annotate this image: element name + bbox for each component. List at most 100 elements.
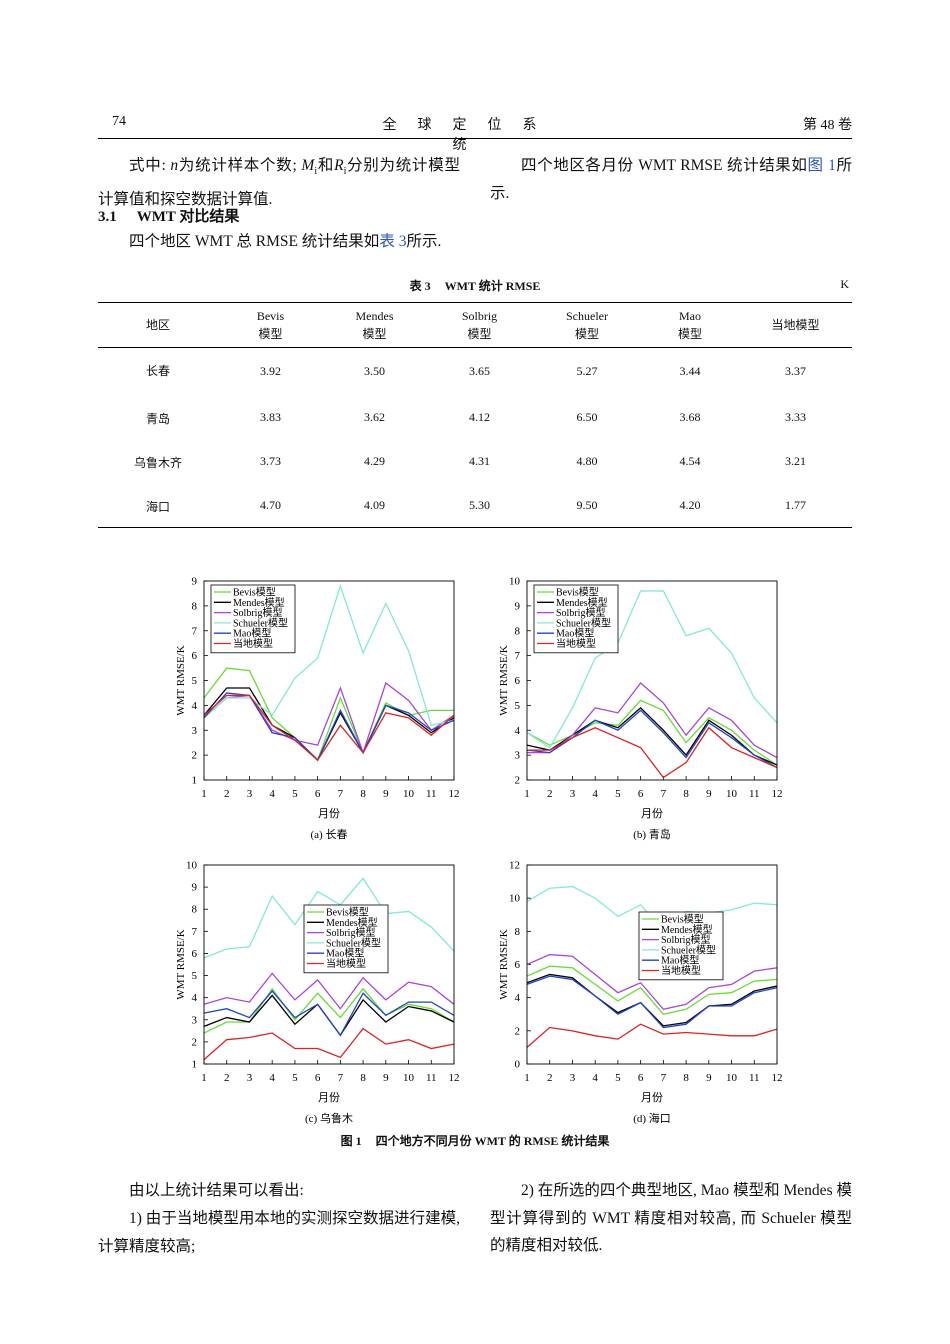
table-cell: 3.68 — [679, 410, 701, 424]
y-tick-label: 3 — [192, 1014, 198, 1026]
y-tick-label: 1 — [192, 1059, 198, 1071]
y-tick-label: 4 — [192, 992, 198, 1004]
y-tick-label: 12 — [509, 860, 520, 872]
y-tick-label: 7 — [515, 650, 521, 662]
x-tick-label: 7 — [661, 788, 667, 800]
series-line — [203, 990, 455, 1037]
legend-label: Bevis模型 — [556, 586, 599, 599]
table-cell: 4.09 — [364, 497, 385, 512]
y-tick-label: 10 — [509, 576, 521, 588]
table-cell: 4.80 — [576, 454, 598, 468]
x-tick-label: 9 — [383, 1072, 389, 1084]
x-tick-label: 4 — [592, 788, 598, 800]
figure-caption: 图 1 四个地方不同月份 WMT 的 RMSE 统计结果 — [98, 1132, 852, 1149]
table-row: 青岛 3.83 3.62 4.12 6.50 3.68 3.33 — [98, 396, 852, 440]
x-tick-label: 8 — [360, 788, 366, 800]
x-tick-label: 2 — [224, 1072, 230, 1084]
y-tick-label: 3 — [192, 725, 198, 737]
y-tick-label: 9 — [192, 576, 198, 588]
series-line — [203, 1027, 455, 1061]
table-cell: 5.27 — [576, 364, 598, 379]
paragraph: 2) 在所选的四个典型地区, Mao 模型和 Mendes 模型计算得到的 WM… — [490, 1182, 852, 1254]
y-tick-label: 6 — [515, 675, 521, 687]
table-cell: 海口 — [145, 499, 170, 514]
subscript: i — [314, 166, 318, 178]
figure-title: 四个地方不同月份 WMT 的 RMSE 统计结果 — [375, 1134, 610, 1148]
legend-label: Solbrig模型 — [556, 606, 605, 619]
series-line — [526, 965, 778, 1015]
table-link[interactable]: 表 3 — [379, 233, 407, 250]
x-tick-label: 6 — [315, 788, 321, 800]
legend-label: Mao模型 — [326, 947, 364, 960]
legend-label: Mao模型 — [556, 627, 594, 640]
x-tick-label: 6 — [315, 1072, 321, 1084]
series-line — [526, 953, 778, 1010]
plot-frame — [526, 580, 778, 781]
table-cell: 4.31 — [469, 454, 490, 468]
text: 所示. — [490, 157, 852, 202]
x-tick-label: 12 — [449, 1072, 460, 1084]
figure-label: 图 1 — [340, 1134, 362, 1148]
plot-frame — [203, 864, 455, 1065]
x-tick-label: 4 — [269, 788, 275, 800]
legend-label: Mao模型 — [661, 954, 699, 967]
header-text: Schueler — [566, 309, 608, 323]
y-tick-label: 9 — [515, 600, 521, 612]
figure-link[interactable]: 图 1 — [807, 157, 836, 174]
text: 式中: — [129, 157, 171, 174]
header-cell: 地区 — [98, 303, 218, 348]
header-text: Mao — [679, 309, 701, 323]
x-tick-label: 1 — [524, 788, 530, 800]
header-text: 当地模型 — [771, 318, 820, 332]
y-tick-label: 7 — [192, 625, 198, 637]
x-tick-label: 7 — [338, 788, 344, 800]
header-text: 模型 — [677, 327, 702, 341]
text: 和 — [317, 157, 335, 174]
table-cell: 3.62 — [364, 410, 385, 424]
table-cell: 9.50 — [576, 497, 598, 512]
x-tick-label: 6 — [638, 1072, 644, 1084]
table-cell: 3.21 — [785, 454, 806, 468]
paragraph: 四个地区 WMT 总 RMSE 统计结果如表 3所示. — [98, 228, 460, 256]
paragraph: 式中: n为统计样本个数; Mi和Ri分别为统计模型计算值和探空数据计算值. — [98, 152, 460, 213]
header-cell: Mendes 模型 — [323, 303, 426, 348]
y-tick-label: 4 — [515, 725, 521, 737]
table-cell: 青岛 — [145, 411, 170, 426]
x-tick-label: 3 — [570, 788, 576, 800]
page-number: 74 — [112, 114, 126, 129]
header-text: 模型 — [258, 327, 283, 341]
x-tick-label: 10 — [726, 788, 738, 800]
legend-label: 当地模型 — [326, 957, 366, 970]
table-cell: 乌鲁木齐 — [133, 455, 182, 470]
legend-label: Mendes模型 — [661, 923, 713, 936]
legend-label: Bevis模型 — [233, 586, 276, 599]
series-line — [526, 699, 778, 766]
legend-label: Mendes模型 — [233, 596, 285, 609]
table-row: 海口 4.70 4.09 5.30 9.50 4.20 1.77 — [98, 484, 852, 528]
x-tick-label: 10 — [726, 1072, 738, 1084]
x-tick-label: 11 — [426, 788, 437, 800]
table-caption: 表 3 WMT 统计 RMSE — [98, 277, 852, 294]
table-unit: K — [840, 277, 849, 291]
chart-caption: (c) 乌鲁木 — [305, 1111, 353, 1125]
legend-label: Bevis模型 — [661, 913, 704, 926]
x-tick-label: 9 — [706, 788, 712, 800]
header-cell: Solbrig 模型 — [426, 303, 533, 348]
header-text: Mendes — [355, 309, 394, 323]
table-row: 乌鲁木齐 3.73 4.29 4.31 4.80 4.54 3.21 — [98, 440, 852, 484]
legend-label: 当地模型 — [556, 637, 596, 650]
table-cell: 4.29 — [364, 454, 385, 468]
y-tick-label: 4 — [192, 700, 198, 712]
legend-label: Solbrig模型 — [661, 933, 710, 946]
y-tick-label: 5 — [192, 675, 198, 687]
y-tick-label: 0 — [515, 1059, 521, 1071]
x-tick-label: 10 — [403, 1072, 415, 1084]
series-line — [527, 726, 778, 779]
series-line — [526, 1023, 778, 1048]
table-cell: 3.65 — [469, 364, 490, 379]
table-cell: 3.37 — [785, 364, 806, 379]
header-cell: Schueler 模型 — [533, 303, 641, 348]
series-line — [203, 667, 454, 762]
y-tick-label: 6 — [192, 948, 198, 960]
